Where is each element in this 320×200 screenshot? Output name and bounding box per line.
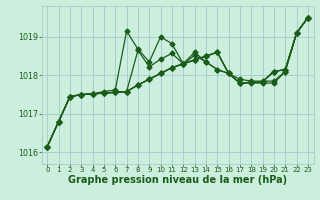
X-axis label: Graphe pression niveau de la mer (hPa): Graphe pression niveau de la mer (hPa) (68, 175, 287, 185)
